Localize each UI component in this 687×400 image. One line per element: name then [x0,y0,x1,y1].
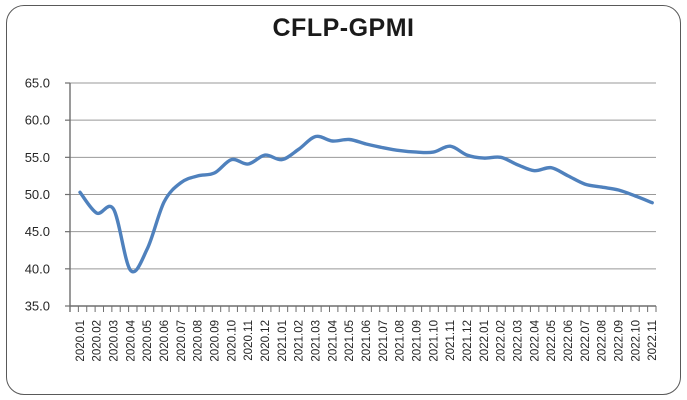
x-axis-label: 2021.07 [378,320,390,362]
x-axis-label: 2022.11 [647,320,659,361]
x-axis-label: 2022.08 [597,320,609,362]
y-axis-label: 55.0 [25,150,50,165]
x-axis-label: 2021.10 [428,320,440,362]
x-axis-label: 2022.06 [563,320,575,362]
x-axis-label: 2021.03 [311,320,323,362]
x-axis-label: 2020.04 [125,319,137,361]
x-axis-label: 2021.02 [294,320,306,362]
x-axis-label: 2021.09 [411,320,423,362]
x-axis-label: 2022.04 [529,319,541,361]
x-axis-label: 2020.05 [142,320,154,362]
x-axis-label: 2022.09 [613,320,625,362]
chart-frame [6,5,681,395]
x-axis-label: 2022.02 [496,320,508,362]
x-axis-label: 2020.12 [260,320,272,362]
series-line-gpmi [78,134,654,274]
x-axis-label: 2021.12 [462,320,474,362]
x-axis-label: 2021.05 [344,320,356,362]
x-axis-label: 2022.01 [479,320,491,362]
x-axis-label: 2020.03 [109,320,121,362]
x-axis-label: 2020.07 [176,320,188,362]
x-axis-label: 2022.07 [580,320,592,362]
x-axis-label: 2021.04 [327,319,339,361]
x-axis-label: 2020.09 [210,320,222,362]
x-axis-label: 2020.02 [92,320,104,362]
y-axis-label: 50.0 [25,187,50,202]
y-axis-label: 65.0 [25,76,50,91]
x-axis-label: 2021.11 [445,320,457,361]
y-axis-label: 40.0 [25,261,50,276]
x-axis-label: 2021.06 [361,320,373,362]
x-axis-label: 2020.11 [243,320,255,361]
x-axis-label: 2020.01 [75,320,87,362]
chart-title: CFLP-GPMI [272,14,415,42]
y-axis-label: 60.0 [25,113,50,128]
x-axis-label: 2020.06 [159,320,171,362]
x-axis-label: 2022.05 [546,320,558,362]
x-axis-label: 2021.01 [277,320,289,362]
x-axis-label: 2022.10 [630,320,642,362]
x-axis-label: 2020.10 [226,320,238,362]
y-axis-label: 35.0 [25,299,50,314]
x-axis-label: 2021.08 [395,320,407,362]
y-axis-label: 45.0 [25,224,50,239]
x-axis-label: 2022.03 [512,320,524,362]
x-axis-label: 2020.08 [193,320,205,362]
